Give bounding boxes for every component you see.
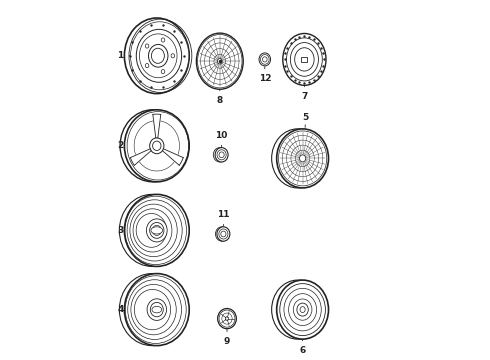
Ellipse shape — [213, 148, 226, 162]
Ellipse shape — [124, 110, 189, 182]
Ellipse shape — [151, 227, 163, 234]
Ellipse shape — [147, 299, 167, 320]
Ellipse shape — [216, 227, 228, 241]
Ellipse shape — [271, 280, 323, 339]
Ellipse shape — [124, 274, 189, 346]
Text: 5: 5 — [302, 113, 308, 127]
Bar — [301, 57, 307, 62]
Ellipse shape — [147, 219, 167, 242]
Text: 6: 6 — [299, 340, 306, 355]
Ellipse shape — [217, 227, 230, 241]
Text: 10: 10 — [216, 131, 228, 147]
Text: 11: 11 — [217, 210, 230, 226]
Ellipse shape — [283, 33, 326, 85]
Ellipse shape — [271, 129, 323, 188]
Ellipse shape — [124, 18, 189, 94]
Text: 7: 7 — [301, 86, 308, 101]
Ellipse shape — [130, 22, 189, 90]
Ellipse shape — [259, 53, 270, 66]
Ellipse shape — [215, 148, 228, 162]
Ellipse shape — [152, 306, 162, 313]
Ellipse shape — [124, 194, 189, 266]
Text: 2: 2 — [118, 141, 130, 150]
Text: 8: 8 — [217, 90, 223, 105]
Text: 9: 9 — [224, 329, 230, 346]
Text: 1: 1 — [118, 51, 130, 60]
Text: 4: 4 — [118, 305, 130, 314]
Text: 12: 12 — [259, 67, 271, 84]
Ellipse shape — [120, 274, 184, 346]
Ellipse shape — [277, 280, 328, 339]
Ellipse shape — [277, 129, 328, 188]
Ellipse shape — [136, 30, 182, 82]
Ellipse shape — [218, 309, 236, 329]
Ellipse shape — [196, 33, 243, 89]
Ellipse shape — [120, 194, 184, 266]
Ellipse shape — [120, 110, 185, 182]
Text: 3: 3 — [118, 226, 130, 235]
